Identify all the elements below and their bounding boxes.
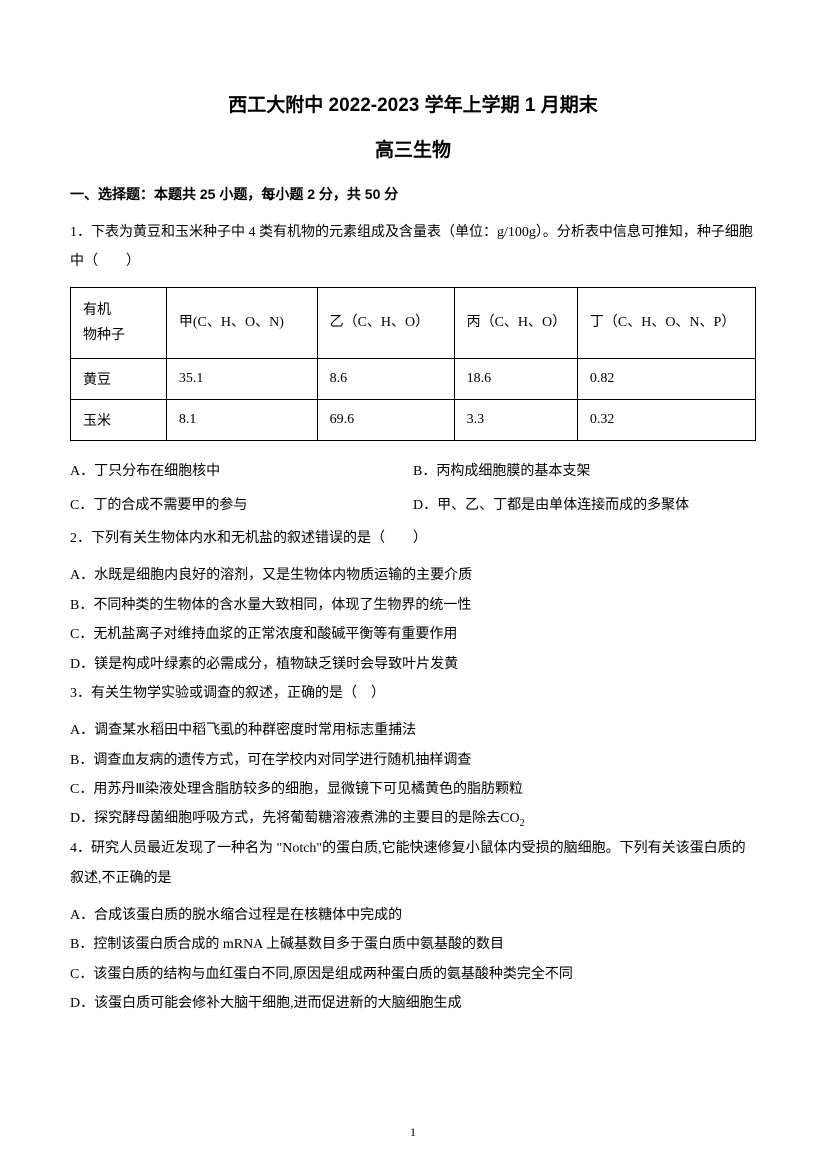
table-cell: 8.6 xyxy=(317,359,454,400)
exam-subtitle: 高三生物 xyxy=(70,135,756,162)
option-c: C．该蛋白质的结构与血红蛋白不同,原因是组成两种蛋白质的氨基酸种类完全不同 xyxy=(70,960,756,989)
option-b: B．调查血友病的遗传方式，可在学校内对同学进行随机抽样调查 xyxy=(70,746,756,775)
page-number: 1 xyxy=(0,1125,826,1140)
option-d: D．探究酵母菌细胞呼吸方式，先将葡萄糖溶液煮沸的主要目的是除去CO2 xyxy=(70,804,756,834)
table-cell: 69.6 xyxy=(317,400,454,441)
question-1-text: 1．下表为黄豆和玉米种子中 4 类有机物的元素组成及含量表（单位：g/100g）… xyxy=(70,218,756,277)
option-c: C．丁的合成不需要甲的参与 xyxy=(70,491,413,520)
table-cell: 玉米 xyxy=(71,400,167,441)
table-cell: 0.82 xyxy=(577,359,755,400)
table-header-cell: 甲(C、H、O、N) xyxy=(166,287,317,358)
table-cell: 3.3 xyxy=(454,400,577,441)
option-a: A．合成该蛋白质的脱水缩合过程是在核糖体中完成的 xyxy=(70,901,756,930)
option-b: B．不同种类的生物体的含水量大致相同，体现了生物界的统一性 xyxy=(70,591,756,620)
table-header-cell: 丙（C、H、O） xyxy=(454,287,577,358)
question-2-text: 2．下列有关生物体内水和无机盐的叙述错误的是（ ） xyxy=(70,524,756,553)
table-cell: 8.1 xyxy=(166,400,317,441)
option-c: C．无机盐离子对维持血浆的正常浓度和酸碱平衡等有重要作用 xyxy=(70,620,756,649)
table-cell: 18.6 xyxy=(454,359,577,400)
section-header: 一、选择题：本题共 25 小题，每小题 2 分，共 50 分 xyxy=(70,184,756,204)
table-header-cell: 乙（C、H、O） xyxy=(317,287,454,358)
option-d: D．镁是构成叶绿素的必需成分，植物缺乏镁时会导致叶片发黄 xyxy=(70,650,756,679)
question-1-options-row1: A．丁只分布在细胞核中 B．丙构成细胞膜的基本支架 xyxy=(70,457,756,486)
table-cell: 35.1 xyxy=(166,359,317,400)
question-1-table: 有机 物种子 甲(C、H、O、N) 乙（C、H、O） 丙（C、H、O） 丁（C、… xyxy=(70,287,756,441)
option-a: A．丁只分布在细胞核中 xyxy=(70,457,413,486)
table-row: 玉米 8.1 69.6 3.3 0.32 xyxy=(71,400,756,441)
option-a: A．水既是细胞内良好的溶剂，又是生物体内物质运输的主要介质 xyxy=(70,561,756,590)
table-row: 黄豆 35.1 8.6 18.6 0.82 xyxy=(71,359,756,400)
question-4-text: 4．研究人员最近发现了一种名为 "Notch"的蛋白质,它能快速修复小鼠体内受损… xyxy=(70,834,756,893)
table-cell: 0.32 xyxy=(577,400,755,441)
option-d: D．该蛋白质可能会修补大脑干细胞,进而促进新的大脑细胞生成 xyxy=(70,989,756,1018)
option-b: B．控制该蛋白质合成的 mRNA 上碱基数目多于蛋白质中氨基酸的数目 xyxy=(70,930,756,959)
question-1-options-row2: C．丁的合成不需要甲的参与 D．甲、乙、丁都是由单体连接而成的多聚体 xyxy=(70,491,756,520)
question-3-text: 3．有关生物学实验或调查的叙述，正确的是（ ） xyxy=(70,679,756,708)
option-d: D．甲、乙、丁都是由单体连接而成的多聚体 xyxy=(413,491,756,520)
exam-title: 西工大附中 2022-2023 学年上学期 1 月期末 xyxy=(70,90,756,117)
table-header-cell: 有机 物种子 xyxy=(71,287,167,358)
option-a: A．调查某水稻田中稻飞虱的种群密度时常用标志重捕法 xyxy=(70,716,756,745)
table-header-cell: 丁（C、H、O、N、P） xyxy=(577,287,755,358)
option-b: B．丙构成细胞膜的基本支架 xyxy=(413,457,756,486)
table-cell: 黄豆 xyxy=(71,359,167,400)
table-header-row: 有机 物种子 甲(C、H、O、N) 乙（C、H、O） 丙（C、H、O） 丁（C、… xyxy=(71,287,756,358)
option-c: C．用苏丹Ⅲ染液处理含脂肪较多的细胞，显微镜下可见橘黄色的脂肪颗粒 xyxy=(70,775,756,804)
